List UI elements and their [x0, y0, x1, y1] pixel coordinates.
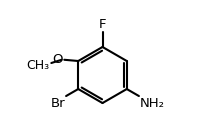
- Text: Br: Br: [51, 97, 66, 110]
- Text: NH₂: NH₂: [139, 97, 164, 110]
- Text: CH₃: CH₃: [27, 59, 50, 72]
- Text: O: O: [53, 53, 63, 66]
- Text: F: F: [99, 18, 106, 31]
